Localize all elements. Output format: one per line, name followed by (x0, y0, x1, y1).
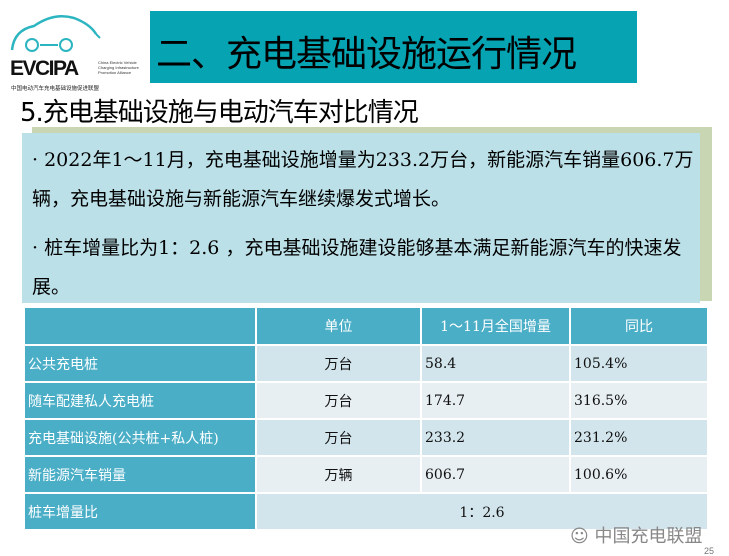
section-title: 二、充电基础设施运行情况 (156, 34, 577, 75)
logo-text: EVCIPA (10, 57, 79, 80)
cell: 万台 (255, 344, 422, 383)
row-label: 新能源汽车销量 (23, 455, 257, 494)
cell: 233.2 (420, 418, 571, 457)
cell: 105.4% (569, 344, 709, 383)
slide-subtitle: 5.充电基础设施与电动汽车对比情况 (20, 98, 419, 128)
column-header: 1～11月全国增量 (420, 306, 571, 346)
bullet-text: 桩车增量比为1：2.6 ，充电基础设施建设能够基本满足新能源汽车的快速发展。 (32, 237, 682, 298)
column-header: 单位 (255, 306, 422, 346)
table-row: 充电基础设施(公共桩+私人桩) 万台 233.2 231.2% (23, 418, 709, 457)
table-row: 新能源汽车销量 万辆 606.7 100.6% (23, 455, 709, 494)
ratio-cell: 1：2.6 (255, 492, 709, 531)
cell: 万台 (255, 381, 422, 420)
table-row: 公共充电桩 万台 58.4 105.4% (23, 344, 709, 383)
bullet-text: 2022年1～11月，充电基础设施增量为233.2万台，新能源汽车销量606.7… (32, 149, 694, 210)
row-label: 随车配建私人充电桩 (23, 381, 257, 420)
watermark: ☺ 中国充电联盟 (570, 522, 703, 548)
column-header (23, 306, 257, 346)
table-row: 随车配建私人充电桩 万台 174.7 316.5% (23, 381, 709, 420)
electric-car-icon (10, 15, 101, 52)
cell: 174.7 (420, 381, 571, 420)
bullet-box: · 2022年1～11月，充电基础设施增量为233.2万台，新能源汽车销量606… (22, 133, 700, 303)
evcipa-logo: EVCIPA China Electric Vehicle Charging I… (4, 8, 144, 92)
section-header: 二、充电基础设施运行情况 (150, 11, 637, 83)
bullet-item: · 2022年1～11月，充电基础设施增量为233.2万台，新能源汽车销量606… (32, 149, 694, 210)
row-label: 公共充电桩 (23, 344, 257, 383)
logo-subtext: China Electric Vehicle Charging Infrastr… (98, 60, 139, 75)
cell: 606.7 (420, 455, 571, 494)
column-header: 同比 (569, 306, 709, 346)
table-header-row: 单位 1～11月全国增量 同比 (23, 306, 709, 346)
cell: 万台 (255, 418, 422, 457)
wechat-icon: ☺ (570, 526, 595, 547)
page-number: 25 (704, 546, 715, 556)
row-label: 充电基础设施(公共桩+私人桩) (23, 418, 257, 457)
cell: 316.5% (569, 381, 709, 420)
logo-cn-text: 中国电动汽车充电基础设施促进联盟 (11, 86, 100, 92)
cell: 58.4 (420, 344, 571, 383)
watermark-text: 中国充电联盟 (594, 526, 703, 547)
row-label: 桩车增量比 (23, 492, 257, 531)
bullet-item: · 桩车增量比为1：2.6 ，充电基础设施建设能够基本满足新能源汽车的快速发展。 (32, 237, 682, 298)
cell: 231.2% (569, 418, 709, 457)
cell: 100.6% (569, 455, 709, 494)
table-row: 桩车增量比 1：2.6 (23, 492, 709, 531)
comparison-table: 单位 1～11月全国增量 同比 公共充电桩 万台 58.4 105.4% 随车配建私人… (23, 306, 709, 531)
cell: 万辆 (255, 455, 422, 494)
